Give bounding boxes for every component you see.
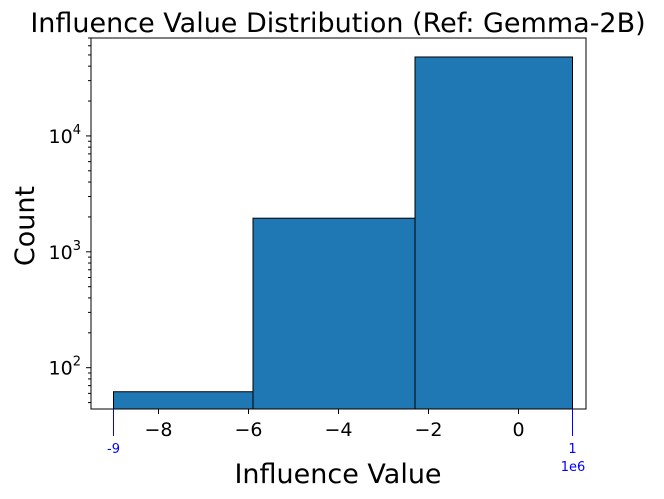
y-axis-ticks: 102 103 104 [49,37,91,404]
range-marker-label: -9 [107,442,120,457]
x-tick-label: −6 [234,419,262,441]
x-axis-scale-note: 1e6 [561,460,586,475]
range-marker-label: 1 [568,442,576,457]
y-tick-label: 102 [49,355,81,380]
x-tick-label: 0 [512,419,524,441]
histogram-bar [414,56,573,410]
bars-group [113,56,573,410]
histogram-bar [113,391,254,410]
chart-title: Influence Value Distribution (Ref: Gemma… [30,8,645,39]
x-tick-label: −8 [144,419,172,441]
x-axis-label: Influence Value [234,459,441,490]
y-tick-label: 103 [49,239,81,264]
y-tick-label: 104 [49,123,81,148]
range-markers: -9 1 [107,409,577,457]
y-axis-label: Count [10,186,41,266]
x-axis-ticks: −8 −6 −4 −2 0 [144,409,525,441]
x-tick-label: −4 [324,419,352,441]
x-tick-label: −2 [414,419,442,441]
histogram-bar [252,217,416,410]
